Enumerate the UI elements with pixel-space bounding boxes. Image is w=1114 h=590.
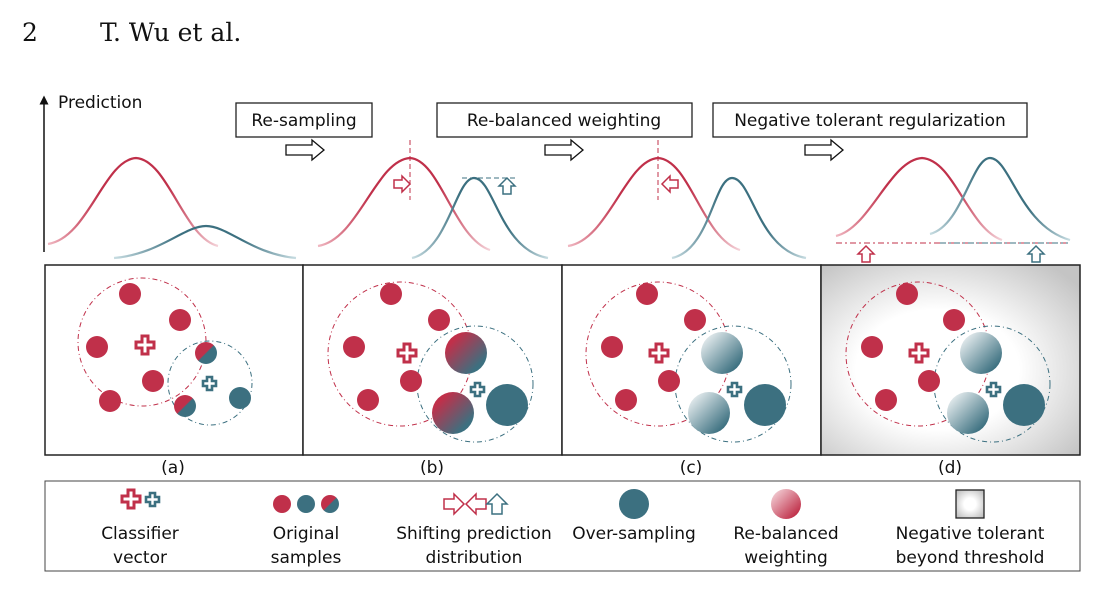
- shift-up-icon: [856, 244, 876, 263]
- svg-text:Classifier: Classifier: [101, 524, 179, 544]
- panel-label: (d): [938, 458, 962, 478]
- panel-label: (b): [420, 458, 444, 478]
- stage-box-resampling: Re-sampling: [235, 102, 373, 138]
- panel-a: [44, 264, 304, 456]
- svg-text:Original: Original: [273, 524, 340, 544]
- tail-sample-icon: [297, 495, 315, 513]
- panel-d: [820, 264, 1081, 456]
- transition-arrow-icon: [285, 138, 326, 162]
- svg-text:distribution: distribution: [426, 548, 523, 568]
- head-classifier-icon: [648, 342, 670, 364]
- head-distribution-curve: [835, 156, 1003, 242]
- shift-right-icon: [443, 492, 466, 516]
- page-number: 2: [22, 18, 38, 47]
- legend-item-shifting-prediction: Shifting prediction distribution: [396, 492, 552, 568]
- head-classifier-icon: [396, 342, 418, 364]
- shift-up-icon: [497, 176, 517, 195]
- transition-arrow-icon: [544, 138, 585, 162]
- panel-label: (c): [680, 458, 703, 478]
- shift-right-icon: [393, 174, 412, 194]
- head-distribution-curve: [47, 156, 219, 248]
- head-sample-icon: [273, 495, 291, 513]
- page-header: 2 T. Wu et al.: [22, 18, 241, 47]
- tail-classifier-icon: [985, 381, 1002, 398]
- svg-text:Negative tolerant: Negative tolerant: [896, 524, 1045, 544]
- legend-item-original-samples: Original samples: [271, 495, 342, 568]
- head-distribution-curve: [317, 156, 491, 252]
- tail-classifier-icon: [726, 381, 743, 398]
- tail-distribution-curve: [929, 156, 1071, 242]
- svg-text:samples: samples: [271, 548, 342, 568]
- shift-left-icon: [660, 174, 679, 194]
- transition-arrow-icon: [804, 138, 845, 162]
- panel-b: [302, 264, 563, 456]
- svg-text:weighting: weighting: [744, 548, 828, 568]
- head-classifier-icon: [134, 334, 156, 356]
- authors: T. Wu et al.: [100, 18, 242, 47]
- svg-text:Re-balanced: Re-balanced: [733, 524, 838, 544]
- shift-left-icon: [464, 492, 487, 516]
- over-sampling-icon: [619, 489, 649, 519]
- svg-text:beyond threshold: beyond threshold: [896, 548, 1045, 568]
- head-classifier-icon: [908, 342, 930, 364]
- stage-box-rebalanced-weighting: Re-balanced weighting: [436, 102, 693, 138]
- stage-label: Re-balanced weighting: [467, 111, 661, 131]
- stage-label: Negative tolerant regularization: [734, 111, 1006, 131]
- stage-label: Re-sampling: [251, 111, 356, 131]
- mixed-sample-icon: [321, 495, 339, 513]
- svg-text:vector: vector: [113, 548, 167, 568]
- svg-text:Over-sampling: Over-sampling: [572, 524, 696, 544]
- tail-classifier-icon: [469, 381, 486, 398]
- tail-classifier-icon: [201, 375, 218, 392]
- negative-tolerant-icon: [955, 489, 985, 519]
- panel-label: (a): [161, 458, 185, 478]
- tail-distribution-curve: [113, 224, 297, 260]
- legend-item-classifier-vector: Classifier vector: [101, 488, 179, 568]
- tail-distribution-curve: [671, 176, 807, 260]
- y-axis-label: Prediction: [58, 93, 142, 113]
- head-classifier-icon: [120, 488, 142, 510]
- legend-item-rebalanced-weighting: Re-balanced weighting: [733, 489, 839, 568]
- shift-up-icon: [1026, 244, 1046, 263]
- legend-item-over-sampling: Over-sampling: [572, 489, 696, 544]
- tail-classifier-icon: [144, 491, 161, 508]
- stage-box-negative-tolerant: Negative tolerant regularization: [712, 102, 1028, 138]
- legend: Classifier vector Original samples Shift…: [44, 480, 1081, 572]
- panel-c: [561, 264, 822, 456]
- shift-up-icon: [485, 492, 509, 515]
- legend-item-negative-tolerant: Negative tolerant beyond threshold: [896, 489, 1045, 568]
- svg-text:Shifting prediction: Shifting prediction: [396, 524, 552, 544]
- rebalanced-weighting-icon: [771, 489, 801, 519]
